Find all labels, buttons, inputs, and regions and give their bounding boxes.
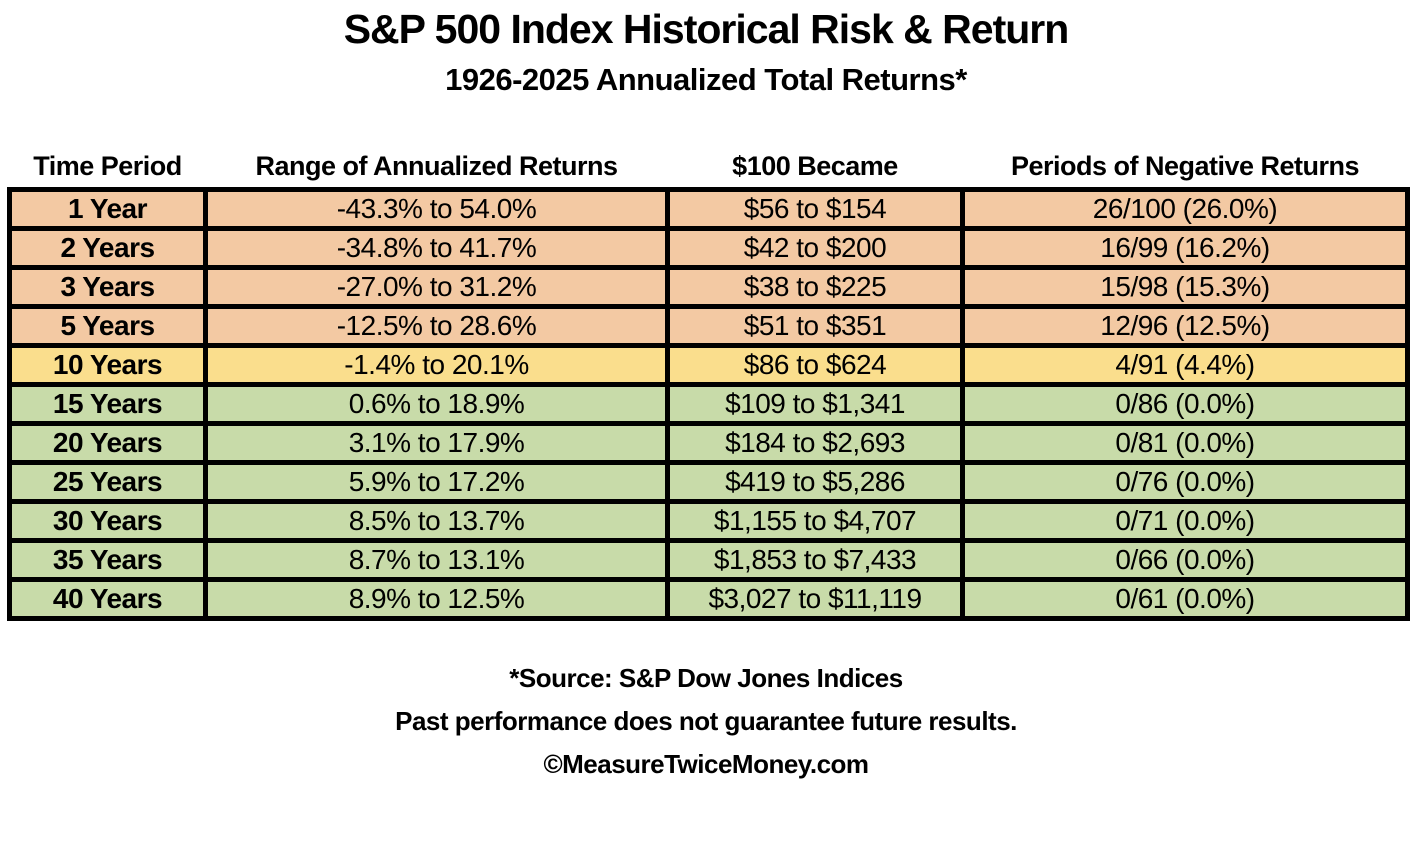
table-body: 1 Year -43.3% to 54.0% $56 to $154 26/100 (… (7, 187, 1410, 622)
cell-negative: 15/98 (15.3%) (960, 265, 1410, 310)
cell-negative: 0/61 (0.0%) (960, 577, 1410, 622)
cell-period: 5 Years (7, 304, 208, 349)
table-row: 5 Years -12.5% to 28.6% $51 to $351 12/96 (… (7, 304, 1410, 349)
cell-period: 15 Years (7, 382, 208, 427)
cell-negative: 16/99 (16.2%) (960, 226, 1410, 271)
cell-range: 3.1% to 17.9% (203, 421, 670, 466)
cell-period: 35 Years (7, 538, 208, 583)
column-header-100-became: $100 Became (667, 151, 963, 190)
disclaimer-note: Past performance does not guarantee futu… (395, 706, 1017, 737)
table-row: 1 Year -43.3% to 54.0% $56 to $154 26/100 (… (7, 187, 1410, 232)
cell-negative: 26/100 (26.0%) (960, 187, 1410, 232)
cell-range: -12.5% to 28.6% (203, 304, 670, 349)
cell-period: 25 Years (7, 460, 208, 505)
cell-range: 0.6% to 18.9% (203, 382, 670, 427)
cell-negative: 4/91 (4.4%) (960, 343, 1410, 388)
cell-became: $42 to $200 (665, 226, 965, 271)
cell-range: 8.5% to 13.7% (203, 499, 670, 544)
cell-became: $1,155 to $4,707 (665, 499, 965, 544)
cell-range: 5.9% to 17.2% (203, 460, 670, 505)
cell-negative: 0/66 (0.0%) (960, 538, 1410, 583)
cell-negative: 12/96 (12.5%) (960, 304, 1410, 349)
table-row: 2 Years -34.8% to 41.7% $42 to $200 16/99 (… (7, 226, 1410, 271)
header-row: Time Period Range of Annualized Returns … (9, 151, 1408, 190)
column-header-negative-returns: Periods of Negative Returns (962, 151, 1408, 190)
cell-period: 2 Years (7, 226, 208, 271)
cell-range: -34.8% to 41.7% (203, 226, 670, 271)
cell-period: 1 Year (7, 187, 208, 232)
table-row: 40 Years 8.9% to 12.5% $3,027 to $11,119 0/… (7, 577, 1410, 622)
copyright-note: ©MeasureTwiceMoney.com (543, 749, 869, 780)
cell-period: 10 Years (7, 343, 208, 388)
cell-became: $86 to $624 (665, 343, 965, 388)
column-header-range: Range of Annualized Returns (205, 151, 668, 190)
risk-return-table: Time Period Range of Annualized Returns … (7, 151, 1410, 622)
cell-became: $38 to $225 (665, 265, 965, 310)
table-row: 15 Years 0.6% to 18.9% $109 to $1,341 0/86 … (7, 382, 1410, 427)
cell-range: 8.7% to 13.1% (203, 538, 670, 583)
table-row: 25 Years 5.9% to 17.2% $419 to $5,286 0/76 … (7, 460, 1410, 505)
page-title: S&P 500 Index Historical Risk & Return (343, 6, 1070, 52)
table-row: 10 Years -1.4% to 20.1% $86 to $624 4/91 (4… (7, 343, 1410, 388)
cell-period: 3 Years (7, 265, 208, 310)
cell-became: $3,027 to $11,119 (665, 577, 965, 622)
cell-range: -1.4% to 20.1% (203, 343, 670, 388)
cell-became: $109 to $1,341 (665, 382, 965, 427)
cell-negative: 0/71 (0.0%) (960, 499, 1410, 544)
infographic-page: S&P 500 Index Historical Risk & Return 1… (0, 6, 1412, 857)
cell-became: $1,853 to $7,433 (665, 538, 965, 583)
cell-period: 40 Years (7, 577, 208, 622)
cell-negative: 0/76 (0.0%) (960, 460, 1410, 505)
cell-negative: 0/81 (0.0%) (960, 421, 1410, 466)
table-row: 30 Years 8.5% to 13.7% $1,155 to $4,707 0/7… (7, 499, 1410, 544)
source-note: *Source: S&P Dow Jones Indices (509, 663, 903, 694)
cell-period: 20 Years (7, 421, 208, 466)
cell-became: $184 to $2,693 (665, 421, 965, 466)
cell-became: $56 to $154 (665, 187, 965, 232)
table-row: 20 Years 3.1% to 17.9% $184 to $2,693 0/81 … (7, 421, 1410, 466)
cell-became: $51 to $351 (665, 304, 965, 349)
table-header: Time Period Range of Annualized Returns … (9, 151, 1408, 190)
cell-negative: 0/86 (0.0%) (960, 382, 1410, 427)
cell-became: $419 to $5,286 (665, 460, 965, 505)
table-row: 35 Years 8.7% to 13.1% $1,853 to $7,433 0/6… (7, 538, 1410, 583)
cell-range: -43.3% to 54.0% (203, 187, 670, 232)
cell-period: 30 Years (7, 499, 208, 544)
column-header-time-period: Time Period (9, 151, 206, 190)
page-subtitle: 1926-2025 Annualized Total Returns* (445, 62, 967, 98)
cell-range: -27.0% to 31.2% (203, 265, 670, 310)
footer: *Source: S&P Dow Jones Indices Past perf… (0, 665, 1412, 777)
cell-range: 8.9% to 12.5% (203, 577, 670, 622)
table-row: 3 Years -27.0% to 31.2% $38 to $225 15/98 (… (7, 265, 1410, 310)
